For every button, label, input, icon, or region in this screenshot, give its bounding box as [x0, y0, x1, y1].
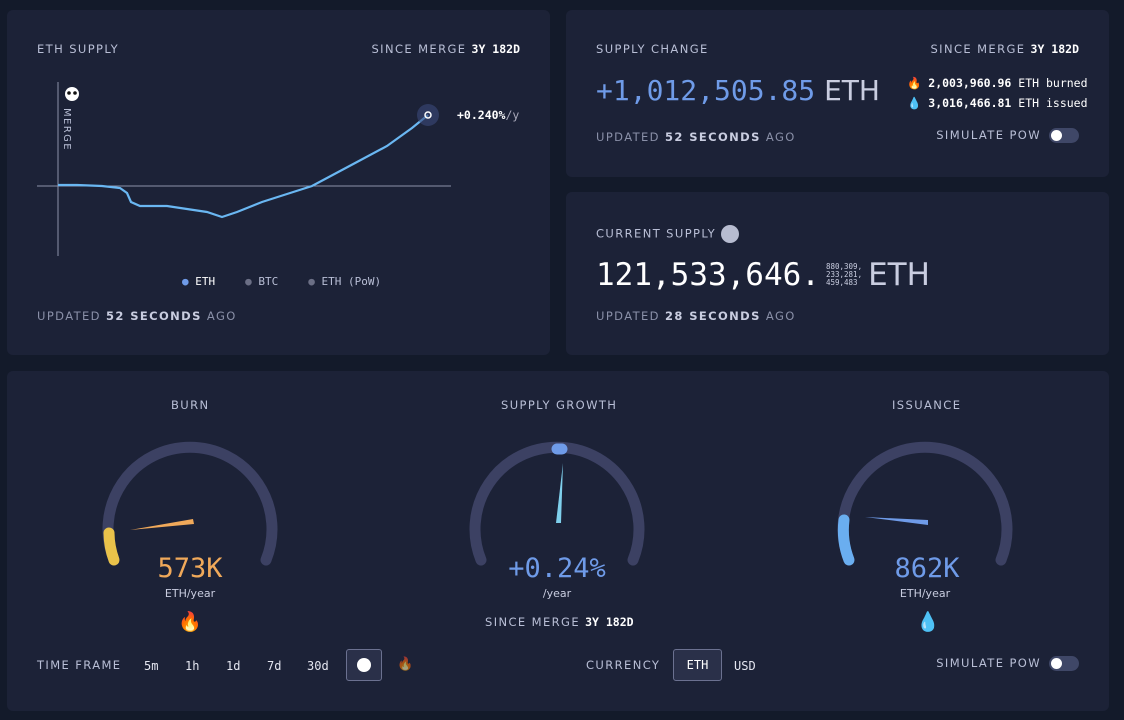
simulate-pow-toggle[interactable]: SIMULATE PoW: [936, 128, 1079, 143]
legend-eth-pow[interactable]: ● ETH (PoW): [308, 275, 382, 288]
merge-label: MERGE: [61, 108, 72, 151]
supply-growth-title: SUPPLY GROWTH: [501, 398, 618, 412]
fire-icon: 🔥: [178, 611, 202, 633]
legend-eth[interactable]: ● ETH: [182, 275, 216, 288]
supply-growth-gauge: [469, 441, 645, 566]
fire-icon: 🔥: [907, 76, 922, 90]
burned-row: 🔥 2,003,960.96 ETH burned: [907, 76, 1088, 90]
burn-gauge: [102, 441, 278, 566]
issuance-gauge: [837, 441, 1013, 566]
since-merge: SINCE MERGE 3y 182d: [485, 615, 634, 629]
current-supply-value: 121,533,646. 880,309, 233,281, 459,483 ETH: [596, 257, 930, 293]
supply-change-title: SUPPLY CHANGE: [596, 42, 709, 56]
eth-supply-title: ETH SUPPLY: [37, 42, 120, 56]
supply-change-card: SUPPLY CHANGE SINCE MERGE 3y 182d +1,012…: [566, 10, 1109, 177]
supply-rate: +0.240%/y: [457, 108, 520, 122]
burn-title: BURN: [171, 398, 210, 412]
supply-change-value: +1,012,505.85 ETH: [596, 74, 880, 107]
time-frame-label: TIME FRAME: [37, 658, 122, 672]
since-merge: SINCE MERGE 3y 182d: [371, 42, 520, 56]
panda-icon: [65, 87, 79, 101]
time-frame-30d[interactable]: 30d: [307, 659, 329, 673]
eth-supply-card: ETH SUPPLY SINCE MERGE 3y 182d MERGE +0.…: [7, 10, 550, 355]
time-frame-5m[interactable]: 5m: [144, 659, 159, 673]
flame-icon: 🔥: [397, 657, 414, 672]
endpoint-glow: [417, 104, 439, 126]
endpoint-dot: [424, 111, 432, 119]
panda-icon: [357, 658, 371, 672]
supply-decimals: 880,309, 233,281, 459,483: [825, 262, 863, 287]
chart-legend: ● ETH ● BTC ● ETH (PoW): [182, 275, 381, 288]
updated-text: UPDATED 52 SECONDS AGO: [37, 309, 237, 323]
current-supply-card: CURRENT SUPPLY 121,533,646. 880,309, 233,…: [566, 192, 1109, 355]
supply-growth-unit: /year: [542, 587, 572, 600]
supply-chart[interactable]: [7, 10, 550, 280]
updated-text: UPDATED 52 SECONDS AGO: [596, 130, 796, 144]
time-frame-1h[interactable]: 1h: [185, 659, 200, 673]
since-merge: SINCE MERGE 3y 182d: [930, 42, 1079, 56]
currency-eth-button[interactable]: ETH: [673, 649, 722, 681]
issued-row: 💧 3,016,466.81 ETH issued: [907, 96, 1088, 110]
droplet-icon: 💧: [907, 96, 922, 110]
gauges-card: BURN 573K ETH/year 🔥 SUPPLY GROWTH +0.24…: [7, 371, 1109, 711]
time-frame-1d[interactable]: 1d: [226, 659, 241, 673]
currency-usd-button[interactable]: USD: [734, 659, 756, 673]
toggle-switch[interactable]: [1049, 656, 1079, 671]
time-frame-since-merge-button[interactable]: [346, 649, 382, 681]
simulate-pow-toggle[interactable]: SIMULATE PoW: [936, 656, 1079, 671]
eth-supply-line: [58, 114, 429, 219]
issuance-title: ISSUANCE: [892, 398, 962, 412]
burn-unit: ETH/year: [164, 587, 216, 600]
toggle-switch[interactable]: [1049, 128, 1079, 143]
nerd-face-icon: [721, 225, 740, 243]
current-supply-title: CURRENT SUPPLY: [596, 225, 740, 243]
issuance-unit: ETH/year: [899, 587, 951, 600]
time-frame-since-burn-button[interactable]: 🔥: [397, 657, 413, 672]
burn-value: 573K: [157, 553, 223, 584]
supply-growth-value: +0.24%: [508, 553, 606, 584]
updated-text: UPDATED 28 SECONDS AGO: [596, 309, 796, 323]
currency-label: CURRENCY: [586, 658, 661, 672]
issuance-value: 862K: [894, 553, 960, 584]
legend-btc[interactable]: ● BTC: [245, 275, 279, 288]
droplet-icon: 💧: [916, 611, 940, 633]
time-frame-7d[interactable]: 7d: [267, 659, 282, 673]
